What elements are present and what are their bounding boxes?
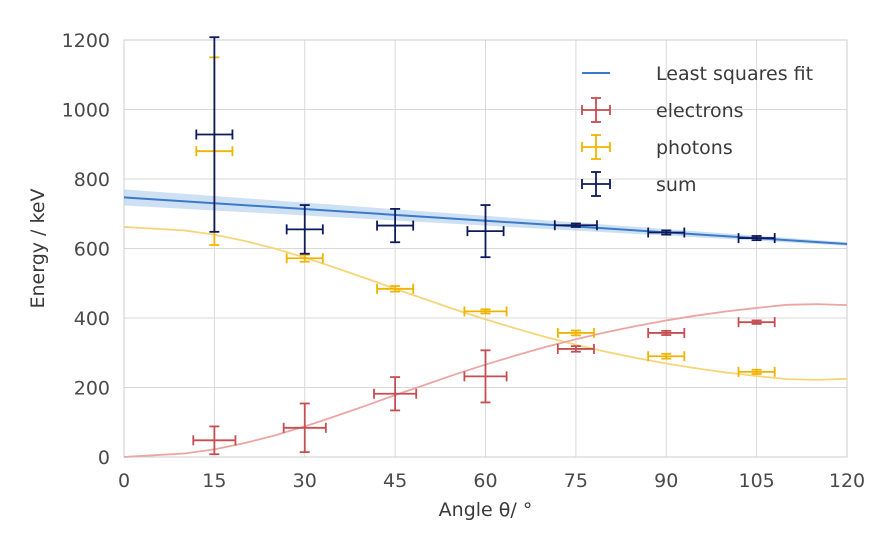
y-axis-label: Energy / keV	[27, 188, 49, 308]
legend-entry-sum: sum	[581, 171, 696, 197]
y-tick-label: 200	[74, 378, 110, 400]
x-tick-label: 15	[202, 470, 226, 492]
sum-point	[737, 233, 776, 244]
legend-label: photons	[656, 137, 733, 159]
y-tick-label: 0	[98, 447, 110, 469]
legend-entry-photons: photons	[581, 134, 733, 160]
y-tick-label: 1000	[62, 100, 110, 122]
sum-point	[466, 204, 505, 259]
x-tick-label: 105	[738, 470, 774, 492]
x-tick-label: 60	[473, 470, 497, 492]
legend-entry-fit: Least squares fit	[582, 63, 813, 85]
photons-point	[376, 283, 415, 294]
theory-curves	[123, 226, 848, 458]
data-points	[192, 36, 776, 456]
sum-point	[647, 227, 686, 238]
legend-label: electrons	[656, 100, 744, 122]
legend-label: sum	[656, 174, 696, 196]
legend: Least squares fit electrons photons sum	[581, 63, 813, 197]
x-axis-label: Angle θ/ °	[439, 499, 533, 521]
y-tick-label: 1200	[62, 30, 110, 52]
theory-curve	[123, 226, 848, 381]
legend-entry-electrons: electrons	[581, 97, 744, 123]
x-tick-label: 0	[118, 470, 130, 492]
sum-point	[553, 220, 598, 231]
electrons-point	[737, 317, 776, 328]
electrons-point	[192, 425, 237, 456]
photons-point	[737, 366, 776, 377]
electrons-point	[647, 327, 686, 338]
sum-point	[195, 36, 234, 233]
sum-point	[285, 204, 324, 255]
electrons-point	[282, 402, 327, 454]
electrons-point	[463, 349, 508, 404]
x-tick-label: 45	[383, 470, 407, 492]
y-tick-label: 600	[74, 239, 110, 261]
y-tick-label: 800	[74, 169, 110, 191]
plot-frame	[123, 39, 848, 458]
photons-point	[556, 327, 595, 338]
theory-curve	[123, 303, 848, 458]
x-tick-label: 30	[293, 470, 317, 492]
x-tick-label: 120	[829, 470, 865, 492]
electrons-point	[373, 376, 418, 412]
y-tick-label: 400	[74, 308, 110, 330]
electrons-point	[556, 343, 595, 354]
photons-point	[647, 351, 686, 362]
x-tick-label: 90	[654, 470, 678, 492]
legend-label: Least squares fit	[656, 63, 813, 85]
sum-point	[376, 207, 415, 244]
photons-point	[285, 253, 324, 264]
photons-point	[463, 306, 508, 317]
x-tick-label: 75	[564, 470, 588, 492]
